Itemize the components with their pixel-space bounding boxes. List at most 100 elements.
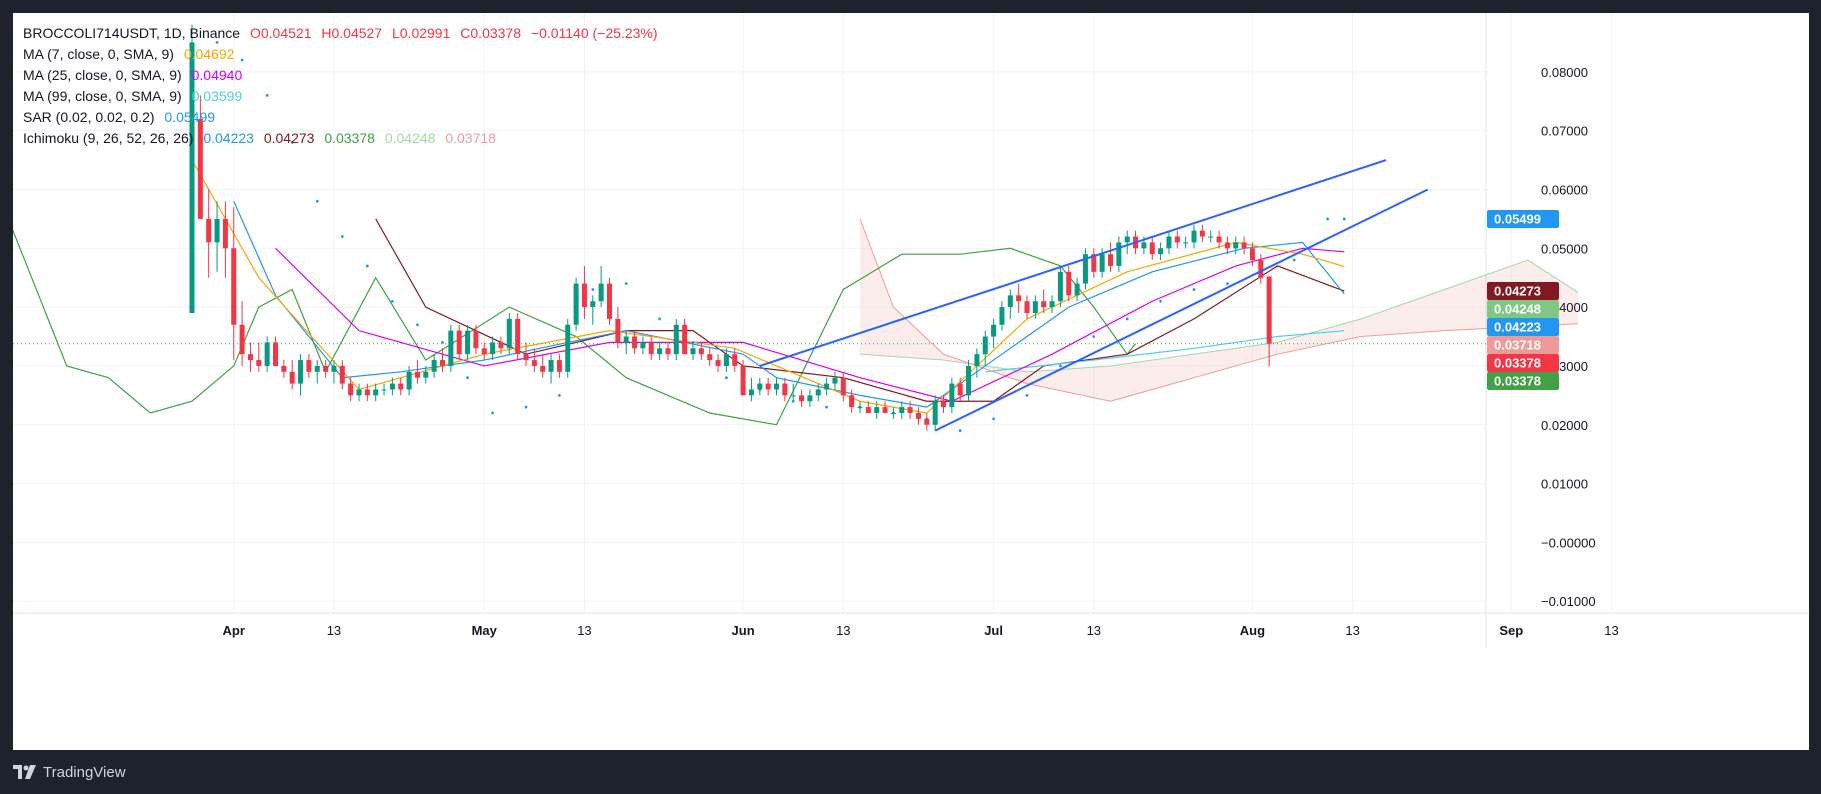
price-chart[interactable]: 0.080000.070000.060000.050000.040000.030… — [13, 13, 1809, 750]
candle[interactable] — [264, 342, 270, 366]
candle[interactable] — [857, 407, 863, 409]
candle[interactable] — [231, 248, 237, 325]
candle[interactable] — [414, 371, 420, 378]
candle[interactable] — [1091, 254, 1097, 272]
candle[interactable] — [1141, 242, 1147, 249]
candle[interactable] — [698, 348, 704, 355]
candle[interactable] — [1216, 236, 1222, 243]
tradingview-logo[interactable]: TradingView — [13, 764, 126, 781]
candle[interactable] — [431, 360, 437, 372]
candle[interactable] — [790, 395, 796, 397]
candle[interactable] — [548, 360, 554, 372]
candle[interactable] — [982, 336, 988, 355]
candle[interactable] — [648, 342, 654, 355]
candle[interactable] — [423, 371, 429, 378]
candle[interactable] — [272, 342, 279, 366]
candle[interactable] — [473, 330, 479, 349]
trendline[interactable] — [759, 159, 1387, 367]
candle[interactable] — [1016, 295, 1022, 302]
candle[interactable] — [481, 348, 487, 355]
candle[interactable] — [1241, 242, 1247, 249]
indicator-row-ma7[interactable]: MA (7, close, 0, SMA, 9) 0.04692 — [23, 44, 664, 65]
candle[interactable] — [1032, 301, 1038, 313]
candle[interactable] — [389, 383, 395, 390]
candle[interactable] — [757, 383, 763, 390]
candle[interactable] — [1208, 236, 1214, 238]
candle[interactable] — [1066, 271, 1072, 296]
candle[interactable] — [239, 324, 245, 355]
candle[interactable] — [673, 324, 679, 355]
candle[interactable] — [581, 283, 587, 308]
candle[interactable] — [381, 389, 387, 391]
candle[interactable] — [915, 413, 921, 419]
candle[interactable] — [206, 218, 212, 243]
candle[interactable] — [1266, 276, 1272, 344]
candle[interactable] — [1107, 254, 1114, 266]
candle[interactable] — [1057, 271, 1063, 302]
candle[interactable] — [882, 407, 888, 413]
candle[interactable] — [1249, 248, 1255, 261]
candle[interactable] — [598, 283, 604, 302]
candle[interactable] — [531, 360, 537, 366]
candle[interactable] — [623, 336, 629, 343]
candle[interactable] — [590, 301, 596, 308]
candle[interactable] — [732, 354, 738, 366]
candle[interactable] — [899, 407, 905, 413]
candle[interactable] — [865, 407, 871, 413]
candle[interactable] — [364, 389, 370, 396]
candle[interactable] — [665, 348, 671, 355]
candle[interactable] — [890, 413, 896, 414]
candle[interactable] — [222, 218, 228, 249]
candle[interactable] — [1074, 283, 1080, 296]
indicator-row-ma25[interactable]: MA (25, close, 0, SMA, 9) 0.04940 — [23, 65, 664, 86]
candle[interactable] — [1233, 242, 1239, 249]
candle[interactable] — [281, 365, 287, 372]
candle[interactable] — [832, 377, 838, 384]
candle[interactable] — [1149, 242, 1155, 255]
candle[interactable] — [940, 401, 947, 408]
candle[interactable] — [1191, 230, 1197, 243]
candle[interactable] — [339, 365, 345, 384]
candle[interactable] — [189, 42, 195, 313]
candle[interactable] — [289, 371, 295, 384]
candle[interactable] — [966, 365, 972, 396]
candle[interactable] — [840, 377, 846, 396]
candle[interactable] — [298, 360, 304, 384]
candle[interactable] — [498, 342, 504, 349]
candle[interactable] — [1224, 242, 1230, 249]
candle[interactable] — [682, 324, 688, 355]
candle[interactable] — [1099, 254, 1105, 272]
candle[interactable] — [490, 342, 496, 355]
candle[interactable] — [1199, 230, 1205, 237]
candle[interactable] — [748, 389, 754, 396]
candle[interactable] — [999, 307, 1005, 325]
candle[interactable] — [256, 360, 262, 366]
candle[interactable] — [1166, 236, 1172, 249]
candle[interactable] — [439, 360, 446, 366]
candle[interactable] — [606, 283, 613, 319]
candle[interactable] — [448, 330, 454, 366]
candle[interactable] — [1258, 260, 1264, 278]
candle[interactable] — [1116, 242, 1122, 266]
candle[interactable] — [456, 330, 462, 355]
candle[interactable] — [214, 218, 220, 243]
candle[interactable] — [373, 389, 379, 396]
candle[interactable] — [314, 365, 320, 372]
candle[interactable] — [974, 354, 980, 366]
candle[interactable] — [723, 354, 729, 366]
candle[interactable] — [849, 395, 855, 408]
candle[interactable] — [632, 336, 638, 349]
candle[interactable] — [323, 365, 329, 372]
candle[interactable] — [740, 365, 746, 396]
candle[interactable] — [1158, 248, 1164, 255]
candle[interactable] — [1007, 295, 1013, 308]
candle[interactable] — [306, 360, 312, 372]
candle[interactable] — [331, 365, 337, 372]
candle[interactable] — [1024, 301, 1030, 313]
candle[interactable] — [807, 395, 813, 402]
candle[interactable] — [1174, 236, 1180, 243]
candle[interactable] — [715, 360, 721, 366]
candle[interactable] — [957, 383, 963, 396]
candle[interactable] — [782, 383, 788, 396]
candle[interactable] — [707, 354, 713, 361]
